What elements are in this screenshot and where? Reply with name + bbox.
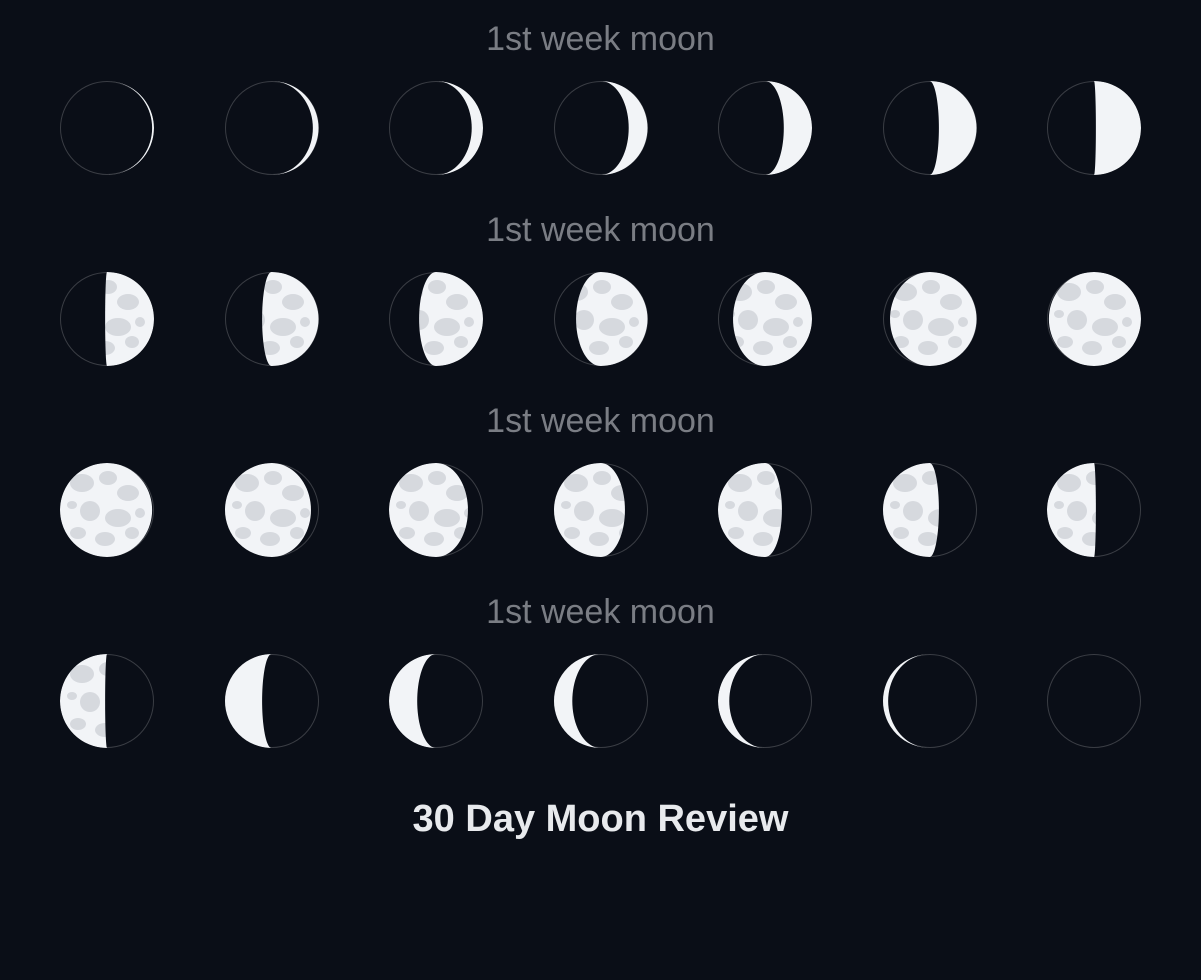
footer-title: 30 Day Moon Review [50,798,1151,841]
moon-phase-4-3 [389,654,483,748]
moon-phase-4-6 [883,654,977,748]
week-label-2: 1st week moon [486,211,715,250]
moon-phase-1-3 [389,81,483,175]
moon-phase-4-7 [1047,654,1141,748]
moon-phase-1-2 [225,81,319,175]
moon-phase-4-2 [225,654,319,748]
moon-phase-3-3 [389,463,483,557]
moon-phase-1-7 [1047,81,1141,175]
moon-phase-1-1 [60,81,154,175]
moon-phase-4-5 [718,654,812,748]
moon-phase-1-5 [718,81,812,175]
moon-phase-4-4 [554,654,648,748]
moon-row-1 [50,81,1151,175]
week-label-4: 1st week moon [486,593,715,632]
moon-phase-2-4 [554,272,648,366]
moon-phase-3-4 [554,463,648,557]
moon-phase-3-1 [60,463,154,557]
moon-outline [1047,654,1141,748]
moon-row-2 [50,272,1151,366]
moon-phase-1-6 [883,81,977,175]
moon-phase-3-5 [718,463,812,557]
week-label-1: 1st week moon [486,20,715,59]
moon-phase-3-2 [225,463,319,557]
moon-phase-3-6 [883,463,977,557]
week-label-3: 1st week moon [486,402,715,441]
moon-row-3 [50,463,1151,557]
week-section-4: 1st week moon [50,593,1151,784]
moon-phase-2-7 [1047,272,1141,366]
moon-phase-3-7 [1047,463,1141,557]
moon-phase-1-4 [554,81,648,175]
moon-phase-2-2 [225,272,319,366]
moon-row-4 [50,654,1151,748]
moon-phase-4-1 [60,654,154,748]
week-section-1: 1st week moon [50,20,1151,211]
week-section-2: 1st week moon [50,211,1151,402]
moon-phase-2-5 [718,272,812,366]
week-section-3: 1st week moon [50,402,1151,593]
moon-phase-2-3 [389,272,483,366]
moon-phase-2-1 [60,272,154,366]
moon-phase-2-6 [883,272,977,366]
